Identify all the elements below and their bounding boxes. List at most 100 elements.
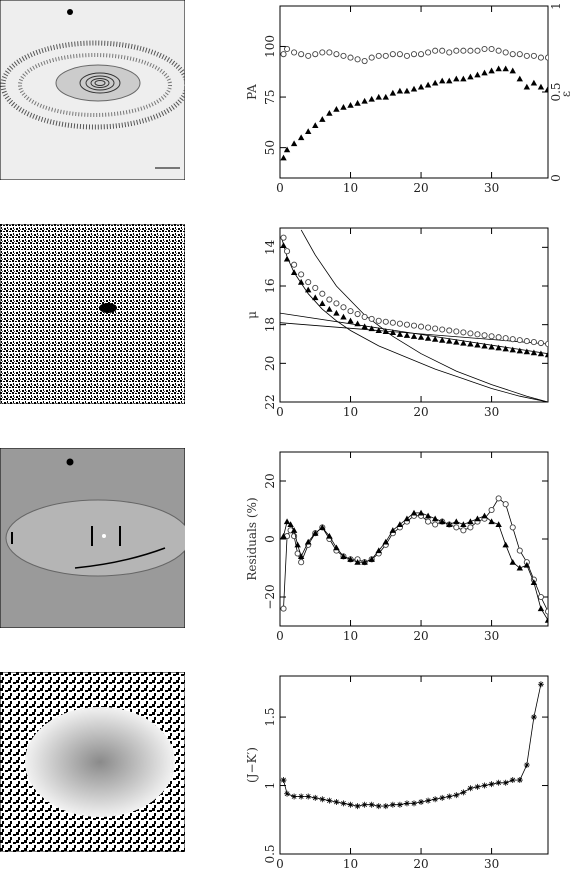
data-point-triangle <box>417 509 425 516</box>
data-point-circle <box>481 45 488 53</box>
data-point-circle <box>467 330 474 337</box>
data-point-star <box>460 789 467 796</box>
data-point-triangle <box>495 521 502 528</box>
data-point-circle <box>291 49 298 56</box>
data-point-circle <box>439 326 446 333</box>
data-point-triangle <box>446 337 453 344</box>
y-tick-label: 0 <box>263 535 277 543</box>
data-point-circle <box>425 49 432 56</box>
data-point-circle <box>537 339 544 347</box>
data-point-triangle <box>396 521 404 528</box>
data-point-triangle <box>410 333 418 339</box>
data-point-triangle <box>460 339 467 346</box>
data-point-triangle <box>354 99 361 106</box>
data-point-circle <box>446 327 453 334</box>
data-point-star <box>284 790 291 797</box>
model-curve-bulge-2 <box>300 229 548 402</box>
model-ellipse <box>5 499 185 577</box>
data-point-triangle <box>290 269 298 276</box>
data-point-star <box>375 803 382 810</box>
data-point-circle <box>382 318 389 325</box>
data-point-triangle <box>431 79 439 86</box>
data-point-circle <box>347 308 354 315</box>
data-point-triangle <box>523 561 531 568</box>
data-point-circle <box>460 47 467 54</box>
data-point-triangle <box>453 518 460 525</box>
data-point-star <box>439 794 446 801</box>
y-tick-label: 1 <box>263 782 277 790</box>
y2-tick-label: 1 <box>549 2 563 10</box>
data-point-triangle <box>361 97 368 104</box>
data-point-circle <box>305 52 312 59</box>
data-point-triangle <box>495 65 502 72</box>
data-point-triangle <box>502 345 509 352</box>
data-point-triangle <box>312 122 319 128</box>
data-point-star <box>425 797 432 804</box>
x-tick-label: 20 <box>413 405 428 419</box>
data-point-star <box>340 800 347 807</box>
data-point-circle <box>516 337 523 344</box>
data-point-star <box>474 783 481 790</box>
foreground-star <box>66 458 74 466</box>
y-tick-label: 16 <box>263 278 277 293</box>
data-point-circle <box>284 248 291 255</box>
data-point-circle <box>396 320 403 327</box>
y-tick-label: 0.5 <box>263 844 277 863</box>
x-tick-label: 0 <box>276 405 284 419</box>
data-point-triangle <box>340 313 347 320</box>
y-tick-label: 18 <box>263 317 277 332</box>
y-tick-label: 14 <box>263 239 277 255</box>
data-point-circle <box>523 338 530 345</box>
model-curve-bulge <box>281 239 548 402</box>
data-point-circle <box>502 49 509 56</box>
data-point-triangle <box>544 85 548 92</box>
data-point-triangle <box>516 347 523 354</box>
x-tick-label: 0 <box>276 629 284 643</box>
y2-tick-label: 0.5 <box>549 82 563 101</box>
data-point-triangle <box>481 342 488 349</box>
data-point-triangle <box>537 350 545 357</box>
data-point-circle <box>340 304 347 311</box>
data-point-circle <box>375 52 382 59</box>
data-point-circle <box>375 317 382 324</box>
data-point-triangle <box>297 553 305 559</box>
data-point-circle <box>389 51 396 58</box>
data-point-star <box>368 801 375 808</box>
y-tick-label: 50 <box>263 140 277 155</box>
data-point-triangle <box>333 106 340 112</box>
data-point-triangle <box>333 544 340 551</box>
data-point-star <box>537 681 544 688</box>
data-point-triangle <box>516 564 523 571</box>
data-point-triangle <box>424 335 432 341</box>
data-point-circle <box>453 328 460 335</box>
data-point-circle <box>403 52 410 59</box>
data-point-triangle <box>453 338 460 345</box>
data-point-circle <box>432 47 439 54</box>
data-point-triangle <box>424 81 432 88</box>
data-point-circle <box>382 52 389 59</box>
data-point-circle <box>488 333 495 340</box>
data-point-star <box>319 796 326 803</box>
data-point-triangle <box>516 75 523 82</box>
data-point-triangle <box>488 518 495 525</box>
plot-area <box>280 681 544 810</box>
data-point-circle <box>312 51 319 58</box>
plot-area <box>280 229 548 402</box>
galaxy-model-residual-image <box>0 448 185 628</box>
data-point-triangle <box>453 75 460 82</box>
data-point-circle <box>495 495 502 502</box>
data-point-triangle <box>431 335 439 342</box>
data-point-star <box>453 792 460 799</box>
x-tick-label: 30 <box>484 629 499 643</box>
plot-frame <box>279 5 549 179</box>
data-point-circle <box>488 45 495 53</box>
data-point-circle <box>396 51 403 58</box>
data-point-star <box>333 798 340 805</box>
data-point-triangle <box>368 325 375 332</box>
data-point-circle <box>523 52 530 59</box>
data-point-circle <box>319 49 326 56</box>
data-point-triangle <box>474 71 481 78</box>
data-point-circle <box>474 47 481 54</box>
x-tick-label: 20 <box>413 629 428 643</box>
data-point-circle <box>326 49 333 56</box>
